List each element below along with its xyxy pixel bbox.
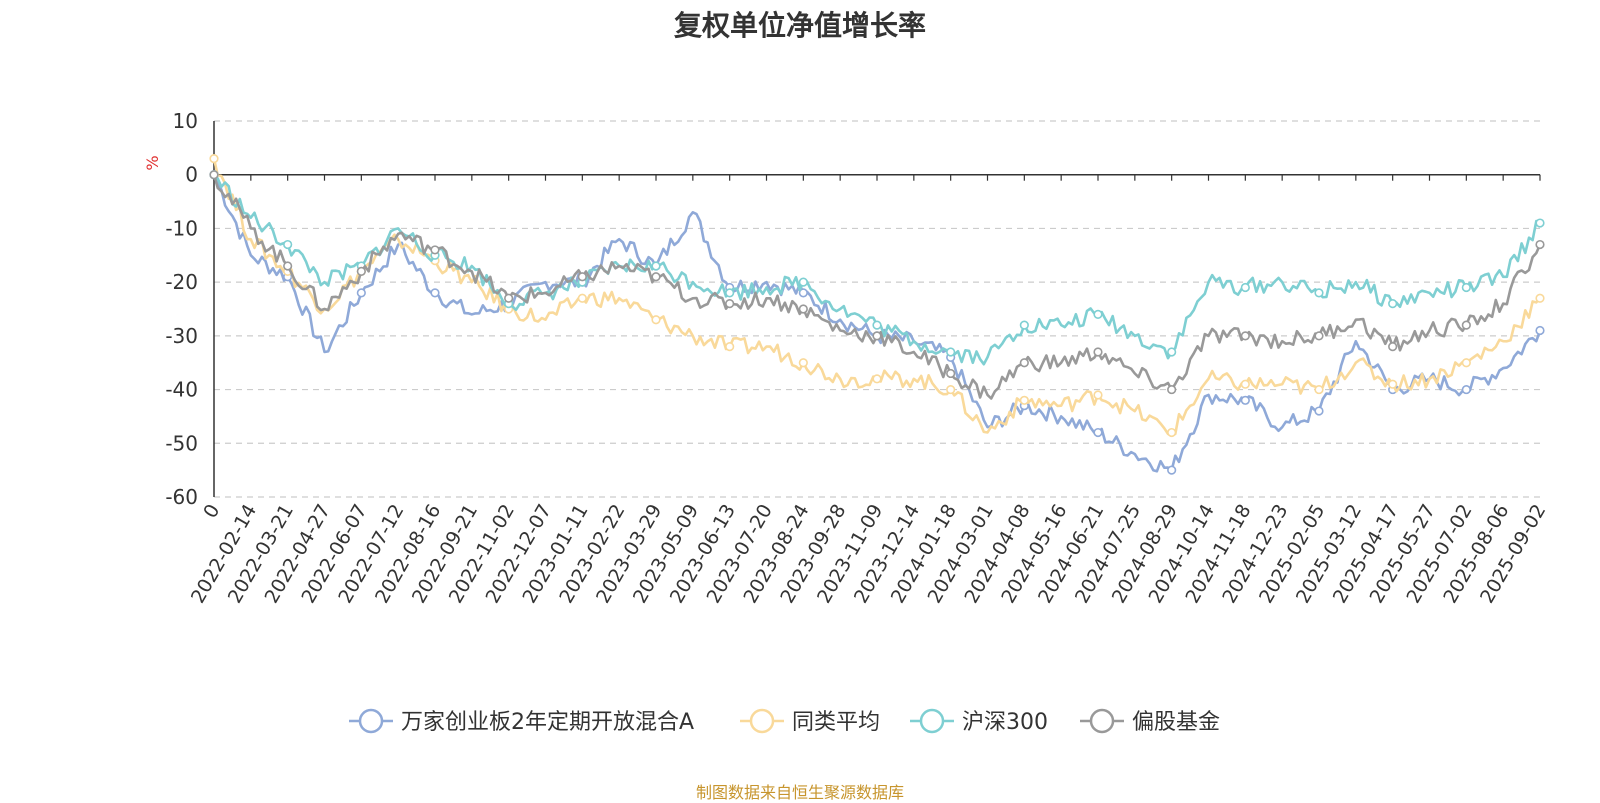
data-point — [798, 277, 808, 287]
data-point — [1535, 293, 1545, 303]
chart-title: 复权单位净值增长率 — [673, 9, 926, 42]
data-point — [430, 245, 440, 255]
data-point — [725, 288, 735, 298]
data-point — [651, 261, 661, 271]
data-point — [504, 293, 514, 303]
data-point — [356, 266, 366, 277]
y-tick-label: -30 — [165, 324, 198, 348]
data-point — [1388, 299, 1398, 309]
legend-label: 沪深300 — [962, 710, 1048, 735]
data-point — [946, 384, 956, 395]
axis-layer: 100-10-20-30-40-50-60%02022-02-142022-03… — [143, 109, 1550, 607]
data-point — [1461, 320, 1471, 330]
data-point — [1019, 320, 1029, 330]
series-3 — [209, 170, 1545, 400]
data-point — [1535, 325, 1545, 336]
data-point — [725, 342, 735, 352]
series-line — [212, 158, 1541, 436]
data-point — [798, 288, 808, 298]
data-point — [1314, 384, 1324, 395]
y-tick-label: -60 — [165, 485, 198, 509]
data-point — [1535, 239, 1545, 250]
data-point — [1167, 465, 1177, 475]
legend-layer: 万家创业板2年定期开放混合A 同类平均 沪深300 偏股基金 — [349, 708, 1220, 735]
legend-label: 万家创业板2年定期开放混合A — [401, 710, 694, 735]
series-1 — [209, 154, 1545, 438]
y-tick-label: -40 — [165, 378, 198, 402]
data-point — [1240, 379, 1250, 389]
data-point — [872, 320, 882, 330]
data-point — [1093, 390, 1103, 400]
data-point — [1388, 342, 1398, 352]
legend-item-0: 万家创业板2年定期开放混合A — [349, 708, 694, 735]
data-point — [872, 374, 882, 384]
legend-marker — [1089, 708, 1115, 734]
data-point — [651, 272, 661, 282]
x-tick-label: 0 — [199, 501, 224, 522]
data-point — [946, 368, 956, 379]
data-point — [1019, 395, 1029, 405]
data-point — [1388, 379, 1398, 389]
data-point — [1240, 282, 1250, 293]
data-point — [1461, 282, 1471, 293]
legend-item-3: 偏股基金 — [1080, 708, 1220, 735]
legend-marker — [919, 708, 945, 734]
y-tick-label: -20 — [165, 270, 198, 294]
data-point — [1093, 347, 1103, 357]
data-point — [356, 288, 366, 298]
series-2 — [209, 170, 1545, 366]
data-point — [1167, 427, 1177, 438]
y-tick-label: -10 — [165, 216, 198, 240]
data-point — [798, 304, 808, 314]
data-point — [1167, 347, 1177, 357]
data-point — [577, 272, 587, 282]
data-point — [1314, 406, 1324, 416]
data-point — [430, 288, 440, 298]
data-point — [209, 170, 219, 180]
data-point — [1240, 395, 1250, 405]
legend-marker — [749, 708, 775, 734]
data-point — [651, 315, 661, 325]
data-point — [1314, 288, 1324, 298]
data-point — [1314, 331, 1324, 341]
series-layer — [209, 154, 1545, 475]
data-point — [798, 358, 808, 368]
y-tick-label: -50 — [165, 431, 198, 455]
data-point — [1167, 384, 1177, 395]
data-point — [283, 239, 293, 250]
legend-label: 同类平均 — [792, 710, 880, 735]
data-point — [872, 331, 882, 341]
data-point — [1461, 384, 1471, 395]
grid-layer — [214, 120, 1540, 498]
legend-item-2: 沪深300 — [910, 708, 1048, 735]
data-point — [1535, 218, 1545, 228]
data-point — [1461, 358, 1471, 368]
y-axis-label: % — [143, 155, 162, 170]
data-point — [209, 154, 219, 164]
data-point — [1019, 358, 1029, 368]
data-point — [577, 293, 587, 303]
data-point — [946, 347, 956, 357]
data-point — [1093, 427, 1103, 438]
data-point — [283, 261, 293, 271]
source-note: 制图数据来自恒生聚源数据库 — [695, 783, 904, 802]
data-point — [1093, 309, 1103, 319]
y-tick-label: 10 — [173, 109, 198, 133]
legend-item-1: 同类平均 — [740, 708, 880, 735]
y-tick-label: 0 — [185, 163, 198, 187]
data-point — [1240, 331, 1250, 341]
legend-marker — [358, 708, 384, 734]
legend-label: 偏股基金 — [1132, 710, 1220, 735]
data-point — [725, 299, 735, 309]
